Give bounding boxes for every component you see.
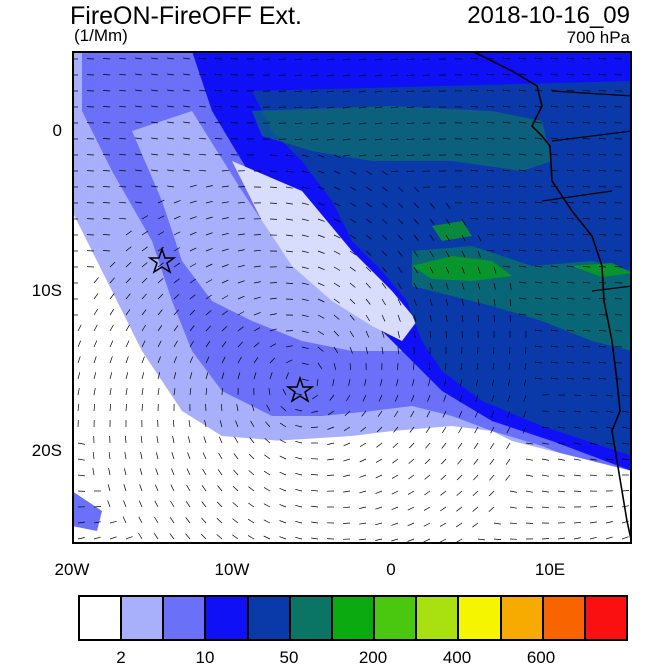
wind-vector <box>471 203 478 204</box>
wind-vector <box>599 315 606 316</box>
latitude-label: 10S <box>0 281 62 301</box>
colorbar-label: 50 <box>280 648 299 668</box>
colorbar-label: 400 <box>443 648 471 668</box>
colorbar-label: 200 <box>359 648 387 668</box>
latitude-label: 20S <box>0 441 62 461</box>
wind-vector <box>270 203 277 204</box>
wind-vector <box>471 155 478 156</box>
wind-vector <box>599 123 606 124</box>
wind-vector <box>471 59 478 60</box>
wind-vector <box>590 507 597 508</box>
wind-vector <box>238 187 245 188</box>
wind-vector <box>494 347 495 354</box>
map-plot-area <box>72 51 632 544</box>
wind-vector <box>327 475 334 476</box>
wind-vector <box>599 347 606 348</box>
map-canvas <box>72 51 632 544</box>
colorbar-swatch <box>333 597 375 639</box>
wind-vector <box>599 187 606 188</box>
longitude-label: 10W <box>215 560 250 580</box>
wind-vector <box>270 283 277 284</box>
wind-vector <box>599 299 606 300</box>
colorbar-swatch <box>544 597 586 639</box>
latitude-label: 0 <box>0 121 62 141</box>
longitude-label: 0 <box>386 560 395 580</box>
wind-vector <box>471 171 478 172</box>
colorbar-swatch <box>249 597 291 639</box>
wind-vector <box>471 107 478 108</box>
colorbar-swatch <box>122 597 164 639</box>
wind-vector <box>599 235 606 236</box>
wind-vector <box>599 331 606 332</box>
wind-vector <box>471 139 478 140</box>
colorbar-swatch <box>417 597 459 639</box>
colorbar-swatch <box>206 597 248 639</box>
colorbar-swatch <box>502 597 544 639</box>
wind-vector <box>599 171 606 172</box>
wind-vector <box>343 523 350 524</box>
wind-vector <box>599 267 606 268</box>
wind-vector <box>254 235 261 236</box>
wind-vector <box>471 123 478 124</box>
wind-vector <box>599 283 606 284</box>
colorbar-swatch <box>586 597 626 639</box>
pressure-level-label: 700 hPa <box>567 29 630 47</box>
colorbar <box>78 595 628 641</box>
wind-vector <box>574 491 581 492</box>
wind-vector <box>222 388 223 395</box>
colorbar-swatch <box>459 597 501 639</box>
wind-vector <box>574 395 581 396</box>
wind-vector <box>142 404 143 411</box>
colorbar-swatch <box>291 597 333 639</box>
wind-vector <box>599 155 606 156</box>
wind-vector <box>599 203 606 204</box>
wind-vector <box>599 251 606 252</box>
longitude-label: 10E <box>535 560 565 580</box>
colorbar-label: 10 <box>196 648 215 668</box>
map-date: 2018-10-16_09 <box>467 2 630 30</box>
wind-vector <box>599 107 606 108</box>
wind-vector <box>599 379 606 380</box>
colorbar-swatch <box>80 597 122 639</box>
wind-vector <box>471 219 478 220</box>
wind-vector <box>471 91 478 92</box>
units-label: (1/Mm) <box>74 27 128 45</box>
colorbar-label: 600 <box>527 648 555 668</box>
wind-vector <box>398 363 399 370</box>
colorbar-swatch <box>375 597 417 639</box>
wind-vector <box>526 523 533 524</box>
wind-vector <box>542 539 549 540</box>
wind-vector <box>599 363 606 364</box>
colorbar-label: 2 <box>116 648 125 668</box>
wind-vector <box>599 219 606 220</box>
longitude-label: 20W <box>55 560 90 580</box>
colorbar-swatch <box>164 597 206 639</box>
wind-vector <box>471 75 478 76</box>
wind-vector <box>599 139 606 140</box>
wind-vector <box>599 91 606 92</box>
wind-vector <box>599 75 606 76</box>
wind-vector <box>599 59 606 60</box>
wind-vector <box>471 187 478 188</box>
